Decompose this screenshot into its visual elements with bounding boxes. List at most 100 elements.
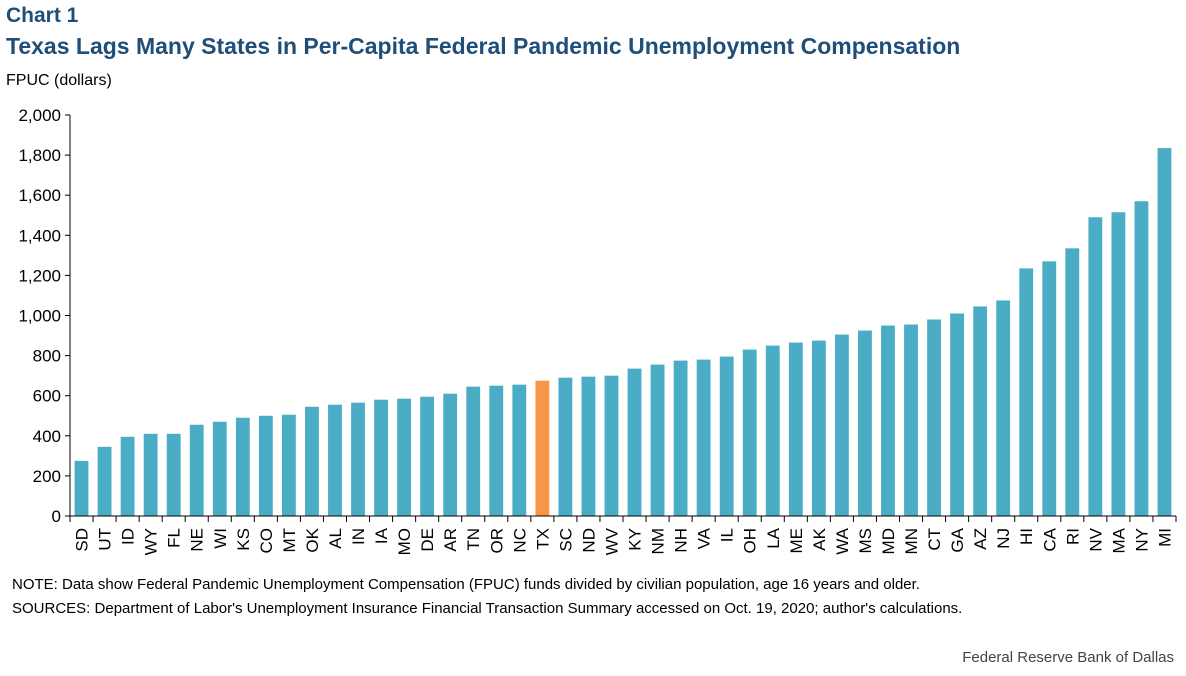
bar-ms [858, 330, 872, 516]
x-tick-label: MS [856, 528, 875, 554]
x-tick-label: RI [1063, 528, 1082, 545]
bar-ks [235, 417, 250, 516]
y-tick-label: 400 [33, 427, 61, 446]
bar-wi [212, 421, 227, 516]
x-tick-label: NM [649, 528, 668, 554]
x-tick-label: FL [165, 528, 184, 548]
x-tick-label: NC [510, 528, 529, 553]
bar-ma [1111, 212, 1126, 516]
bar-mn [904, 324, 918, 516]
x-tick-label: AZ [971, 528, 990, 550]
y-tick-label: 1,400 [18, 226, 61, 245]
bar-co [258, 415, 273, 516]
x-tick-label: CA [1040, 527, 1059, 551]
x-tick-label: DE [418, 528, 437, 552]
x-tick-label: MI [1155, 528, 1174, 547]
bar-nd [581, 376, 596, 516]
y-tick-label: 1,600 [18, 186, 61, 205]
bar-ut [97, 446, 112, 516]
bar-ak [811, 340, 826, 516]
bar-mo [397, 398, 412, 516]
bar-hi [1019, 268, 1034, 516]
x-tick-label: TX [533, 528, 552, 550]
x-tick-label: NJ [994, 528, 1013, 549]
bar-nm [650, 364, 665, 516]
x-tick-label: GA [948, 527, 967, 552]
x-tick-label: MA [1109, 527, 1128, 553]
y-tick-label: 800 [33, 347, 61, 366]
bar-ga [950, 313, 965, 516]
bar-md [881, 325, 895, 516]
x-tick-label: UT [96, 528, 115, 551]
bar-ne [189, 424, 204, 516]
x-tick-label: MN [902, 528, 921, 554]
bar-ri [1065, 248, 1080, 516]
x-tick-label: OR [487, 528, 506, 554]
bar-ky [627, 368, 642, 516]
y-tick-label: 1,800 [18, 146, 61, 165]
bar-ct [927, 319, 941, 516]
x-tick-label: WA [833, 527, 852, 554]
bar-ia [374, 399, 388, 516]
notes: NOTE: Data show Federal Pandemic Unemplo… [12, 573, 1142, 621]
x-tick-label: HI [1017, 528, 1036, 545]
bar-oh [742, 349, 757, 516]
x-tick-label: MO [395, 528, 414, 555]
bar-mi [1157, 148, 1172, 516]
x-tick-label: NV [1086, 527, 1105, 551]
bar-me [788, 342, 803, 516]
bar-ca [1042, 261, 1057, 516]
y-tick-label: 1,200 [18, 266, 61, 285]
bar-sd [74, 460, 89, 516]
bar-al [328, 404, 342, 516]
x-tick-label: NH [672, 528, 691, 553]
y-tick-label: 1,000 [18, 307, 61, 326]
bar-wy [143, 433, 158, 516]
x-tick-label: SD [73, 528, 92, 552]
bar-tx [535, 380, 550, 516]
chart-number: Chart 1 [6, 4, 79, 27]
x-tick-label: LA [764, 527, 783, 548]
y-axis: 0 200 400 600 800 1,000 1,200 1,400 1,600 1,800 2,… [18, 106, 71, 526]
x-tick-label: AR [441, 528, 460, 552]
y-axis-label: FPUC (dollars) [6, 72, 112, 89]
bar-la [765, 345, 780, 516]
x-tick-label: IN [349, 528, 368, 545]
bar-in [351, 402, 365, 516]
bar-mt [281, 414, 296, 516]
x-tick-label: ID [119, 528, 138, 545]
y-tick-label: 2,000 [18, 106, 61, 125]
x-tick-label: ND [579, 528, 598, 553]
x-tick-label: AK [810, 527, 829, 550]
x-axis: SD UT ID WY FL NE WI KS CO MT OK AL IN IA MO DE AR TN OR NC… [69, 515, 1177, 555]
bar-de [420, 396, 435, 516]
x-tick-label: KY [626, 528, 645, 551]
bar-nc [512, 384, 527, 516]
chart-title: Texas Lags Many States in Per-Capita Fed… [6, 33, 961, 59]
bar-fl [166, 433, 181, 516]
x-tick-label: MD [879, 528, 898, 554]
footer-credit: Federal Reserve Bank of Dallas [962, 649, 1174, 666]
bar-wa [834, 334, 849, 516]
x-tick-label: SC [556, 528, 575, 552]
bar-sc [558, 377, 573, 516]
bar-ar [443, 393, 458, 516]
x-tick-label: AL [326, 528, 345, 549]
bar-or [489, 385, 504, 516]
x-tick-label: VA [695, 527, 714, 549]
bar-va [696, 359, 711, 516]
x-tick-label: KS [234, 528, 253, 551]
y-tick-label: 600 [33, 387, 61, 406]
x-tick-label: WI [211, 528, 230, 549]
y-tick-label: 0 [52, 507, 61, 526]
x-tick-label: NE [188, 528, 207, 552]
bar-nj [996, 300, 1011, 516]
bar-il [719, 356, 734, 516]
bar-wv [604, 375, 619, 516]
bar-nv [1088, 217, 1103, 516]
bar-tn [466, 386, 481, 516]
bar-nh [673, 360, 688, 516]
note-text: NOTE: Data show Federal Pandemic Unemplo… [12, 576, 920, 593]
x-tick-label: TN [464, 528, 483, 551]
x-tick-label: OK [303, 527, 322, 552]
